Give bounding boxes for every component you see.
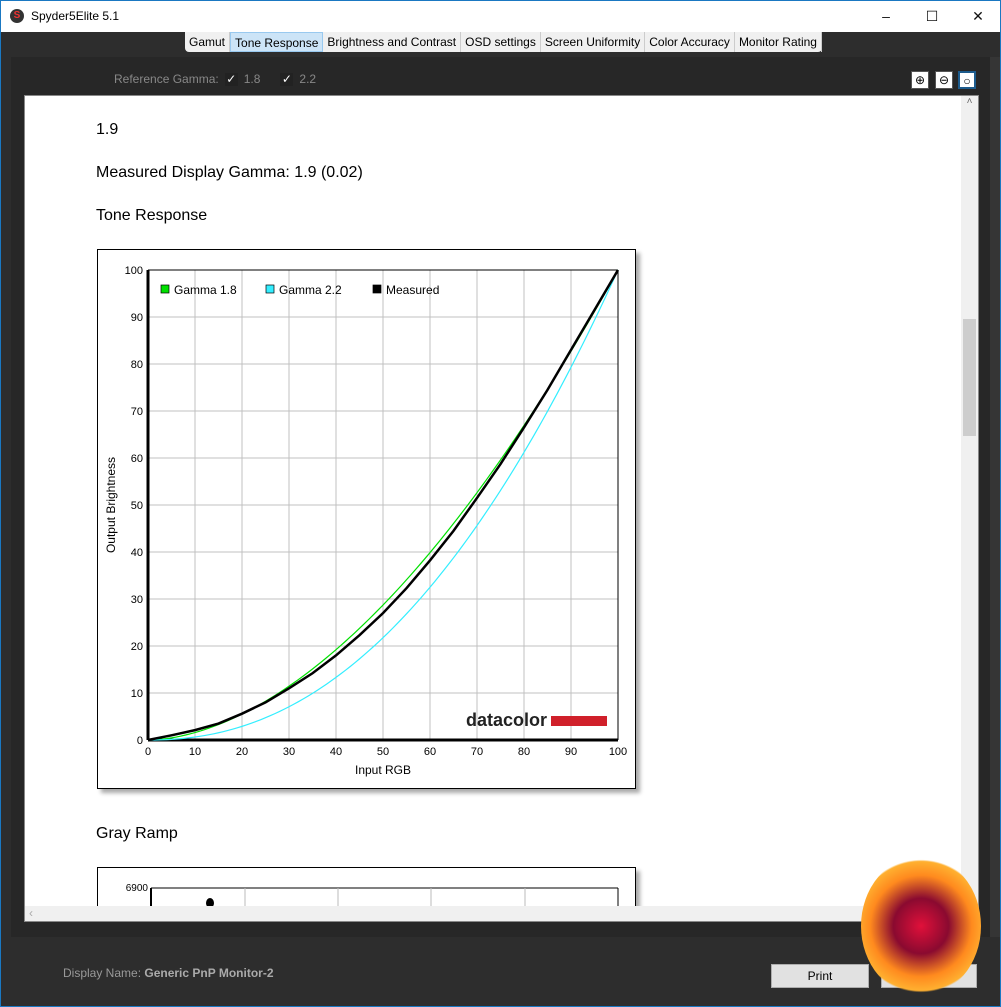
gray-ramp-point xyxy=(206,898,214,906)
print-button[interactable]: Print xyxy=(771,964,869,988)
maximize-button[interactable]: ☐ xyxy=(925,8,939,24)
spyder-logo-icon: S xyxy=(10,9,24,23)
x-tick-label: 40 xyxy=(330,746,342,758)
tab-color-accuracy[interactable]: Color Accuracy xyxy=(645,32,735,52)
section-title-gray-ramp: Gray Ramp xyxy=(96,825,178,842)
y-tick-label: 60 xyxy=(131,453,143,465)
watermark-logo xyxy=(861,856,981,996)
y-tick-label: 100 xyxy=(125,265,143,277)
report-scroll-area: 1.9 Measured Display Gamma: 1.9 (0.02) T… xyxy=(24,95,979,922)
gamma-1-8-label: 1.8 xyxy=(243,72,261,86)
x-tick-label: 10 xyxy=(189,746,201,758)
tab-bar: Gamut Tone Response Brightness and Contras… xyxy=(185,32,822,52)
report-content: 1.9 Measured Display Gamma: 1.9 (0.02) T… xyxy=(25,96,961,906)
legend-label: Measured xyxy=(386,283,439,297)
x-tick-label: 90 xyxy=(565,746,577,758)
zoom-fit-icon[interactable]: ○ xyxy=(958,71,976,89)
display-name: Display Name: Generic PnP Monitor-2 xyxy=(63,966,274,980)
reference-gamma: Reference Gamma: ✓ 1.8 ✓ 2.2 xyxy=(114,72,316,86)
series-line-2 xyxy=(147,269,620,742)
legend-swatch xyxy=(372,284,382,294)
series-line-1 xyxy=(147,269,619,741)
gamma-1-8-checkbox[interactable]: ✓ xyxy=(224,71,238,86)
x-tick-label: 80 xyxy=(518,746,530,758)
x-tick-label: 100 xyxy=(609,746,627,758)
gray-ramp-tick: 6900 xyxy=(126,883,149,894)
x-tick-label: 0 xyxy=(145,746,151,758)
horizontal-scrollbar[interactable]: ‹ xyxy=(25,906,961,921)
tab-monitor-rating[interactable]: Monitor Rating xyxy=(735,32,822,52)
display-name-value: Generic PnP Monitor-2 xyxy=(144,966,274,980)
gray-ramp-chart: 6900 xyxy=(97,867,636,906)
tone-response-chart: 0 10 20 30 40 50 60 70 80 90 100 0 10 20 30 40 50 60 70 80 9… xyxy=(97,249,636,789)
y-tick-label: 90 xyxy=(131,312,143,324)
y-tick-label: 40 xyxy=(131,547,143,559)
x-tick-label: 30 xyxy=(283,746,295,758)
reference-gamma-label: Reference Gamma: xyxy=(114,72,219,86)
gamma-value: 1.9 xyxy=(96,121,119,138)
x-tick-label: 50 xyxy=(377,746,389,758)
vertical-scrollbar[interactable]: ˄ xyxy=(961,96,978,906)
tab-tone-response[interactable]: Tone Response xyxy=(230,32,324,52)
y-tick-label: 30 xyxy=(131,594,143,606)
minimize-button[interactable]: – xyxy=(882,8,890,24)
tab-gamut[interactable]: Gamut xyxy=(185,32,231,52)
datacolor-logo-bar xyxy=(551,716,607,726)
x-tick-label: 20 xyxy=(236,746,248,758)
gamma-2-2-checkbox[interactable]: ✓ xyxy=(280,71,294,86)
zoom-in-icon[interactable]: ⊕ xyxy=(911,71,929,89)
x-axis-label: Input RGB xyxy=(355,763,411,777)
y-tick-label: 80 xyxy=(131,359,143,371)
y-tick-label: 10 xyxy=(131,688,143,700)
scrollbar-thumb[interactable] xyxy=(963,319,976,436)
x-tick-label: 60 xyxy=(424,746,436,758)
title-bar: S Spyder5Elite 5.1 – ☐ ✕ xyxy=(1,1,1000,32)
legend-swatch xyxy=(265,284,275,294)
window-title: Spyder5Elite 5.1 xyxy=(31,9,120,23)
y-tick-label: 50 xyxy=(131,500,143,512)
y-tick-label: 0 xyxy=(137,735,143,747)
display-name-label: Display Name: xyxy=(63,966,142,980)
y-axis-label: Output Brightness xyxy=(104,457,118,553)
gamma-2-2-label: 2.2 xyxy=(299,72,317,86)
datacolor-logo: datacolor xyxy=(466,710,547,730)
measured-gamma: Measured Display Gamma: 1.9 (0.02) xyxy=(96,164,363,181)
zoom-out-icon[interactable]: ⊖ xyxy=(935,71,953,89)
section-title-tone-response: Tone Response xyxy=(96,207,208,224)
tab-osd-settings[interactable]: OSD settings xyxy=(461,32,541,52)
y-tick-label: 20 xyxy=(131,641,143,653)
tab-screen-uniformity[interactable]: Screen Uniformity xyxy=(541,32,646,52)
y-tick-label: 70 xyxy=(131,406,143,418)
tab-brightness-and-contrast[interactable]: Brightness and Contrast xyxy=(323,32,462,52)
legend-swatch xyxy=(160,284,170,294)
chart-svg: 0 10 20 30 40 50 60 70 80 90 100 0 10 20 30 40 50 60 70 80 9… xyxy=(104,265,627,777)
x-tick-label: 70 xyxy=(471,746,483,758)
close-button[interactable]: ✕ xyxy=(972,8,984,24)
legend-label: Gamma 2.2 xyxy=(279,283,342,297)
outer-scrollbar[interactable] xyxy=(990,57,1000,937)
legend-label: Gamma 1.8 xyxy=(174,283,237,297)
